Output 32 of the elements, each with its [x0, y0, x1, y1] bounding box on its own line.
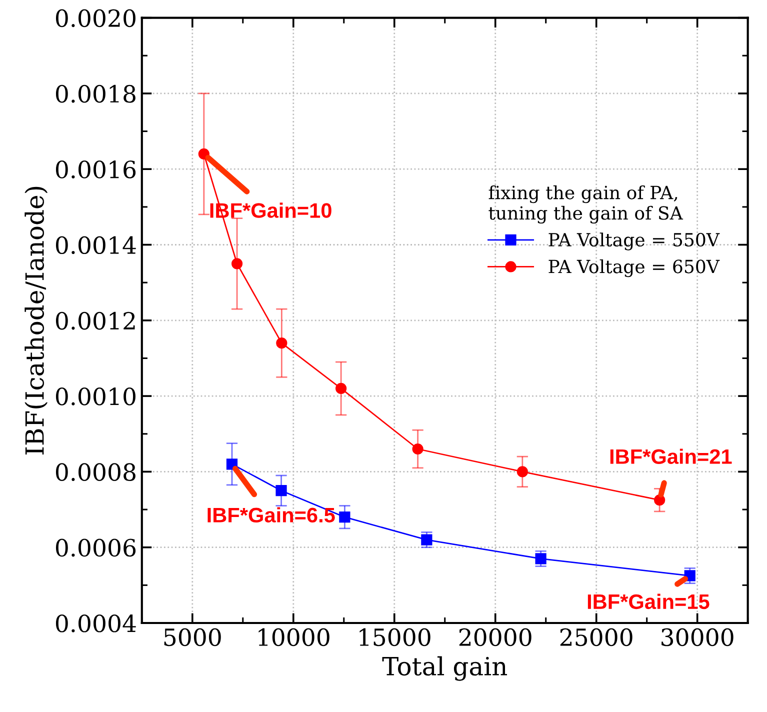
point	[231, 258, 243, 270]
x-tick-label: 30000	[662, 628, 734, 646]
annotation: IBF*Gain=21	[610, 448, 732, 464]
y-tick-label: 0.0006	[56, 538, 136, 557]
legend-label: PA Voltage = 650V	[548, 259, 720, 278]
x-axis-title: Total gain	[382, 656, 508, 681]
point	[535, 553, 546, 564]
point	[516, 466, 528, 478]
annotation: IBF*Gain=15	[588, 594, 710, 610]
y-axis-title: IBF(Icathode/Ianode)	[24, 186, 48, 455]
x-tick-label: 25000	[560, 628, 632, 646]
point	[276, 485, 287, 496]
y-tick-label: 0.0020	[56, 9, 136, 28]
x-tick-label: 5000	[164, 628, 221, 646]
y-tick-label: 0.0018	[56, 84, 136, 103]
y-tick-label: 0.0004	[56, 614, 136, 632]
point	[276, 338, 288, 349]
y-tick-label: 0.0014	[56, 236, 136, 254]
point	[412, 443, 424, 455]
legend-title: fixing the gain of PA, tuning the gain of SA	[488, 185, 684, 224]
point	[339, 512, 350, 523]
y-tick-label: 0.0010	[56, 387, 136, 406]
point	[421, 534, 432, 546]
y-tick-label: 0.0012	[56, 312, 135, 330]
point	[335, 382, 347, 394]
y-tick-label: 0.0016	[56, 160, 136, 178]
y-tick-label: 0.0008	[56, 463, 136, 482]
x-tick-label: 20000	[459, 628, 532, 646]
annotation: IBF*Gain=6.5	[208, 507, 335, 523]
legend-label: PA Voltage = 550V	[548, 232, 720, 250]
x-tick-label: 10000	[258, 628, 330, 646]
x-tick-label: 15000	[360, 628, 430, 646]
